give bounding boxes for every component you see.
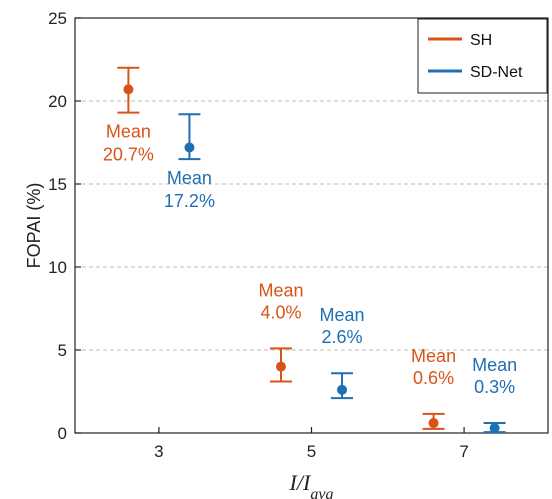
series-layer: Mean20.7%Mean4.0%Mean0.6%Mean17.2%Mean2.… xyxy=(103,66,517,434)
annotation-mean-label: Mean xyxy=(320,305,365,325)
x-axis-label-frac: /I xyxy=(295,470,312,495)
x-axis-label-main: I xyxy=(289,470,299,495)
annotation-mean-label: Mean xyxy=(472,355,517,375)
annotation-mean-label: Mean xyxy=(167,168,212,188)
data-point xyxy=(428,418,439,429)
legend-box xyxy=(417,18,548,94)
x-tick-label: 5 xyxy=(307,442,316,461)
annotation-mean-value: 0.6% xyxy=(413,368,454,388)
y-tick-label: 25 xyxy=(48,9,67,28)
annotation-mean-label: Mean xyxy=(258,280,303,300)
y-tick-label: 0 xyxy=(58,424,67,443)
y-tick-label: 20 xyxy=(48,92,67,111)
x-tick-label: 7 xyxy=(459,442,468,461)
y-tick-label: 5 xyxy=(58,341,67,360)
annotation-mean-value: 20.7% xyxy=(103,145,154,165)
x-axis-label-subscript: avg xyxy=(310,486,333,499)
data-point xyxy=(337,384,348,395)
legend: SH SD-Net xyxy=(417,18,548,94)
grid-lines xyxy=(75,100,548,351)
y-tick-label: 15 xyxy=(48,175,67,194)
legend-label: SD-Net xyxy=(470,64,523,81)
annotation-mean-value: 0.3% xyxy=(474,377,515,397)
annotation-mean-value: 4.0% xyxy=(260,302,301,322)
data-point xyxy=(184,142,195,153)
data-point xyxy=(123,84,134,95)
x-axis-label: I/Iavg xyxy=(289,470,334,499)
annotation-mean-label: Mean xyxy=(106,122,151,142)
annotation-mean-value: 2.6% xyxy=(322,327,363,347)
axis-ticks: 0 5 10 15 20 25 3 5 7 xyxy=(48,9,469,461)
x-tick-label: 3 xyxy=(154,442,163,461)
annotation-mean-label: Mean xyxy=(411,346,456,366)
legend-label: SH xyxy=(470,32,492,49)
data-point xyxy=(489,423,500,434)
data-point xyxy=(275,361,286,372)
annotation-mean-value: 17.2% xyxy=(164,191,215,211)
y-tick-label: 10 xyxy=(48,258,67,277)
y-axis-label: FOPAI (%) xyxy=(24,183,44,269)
